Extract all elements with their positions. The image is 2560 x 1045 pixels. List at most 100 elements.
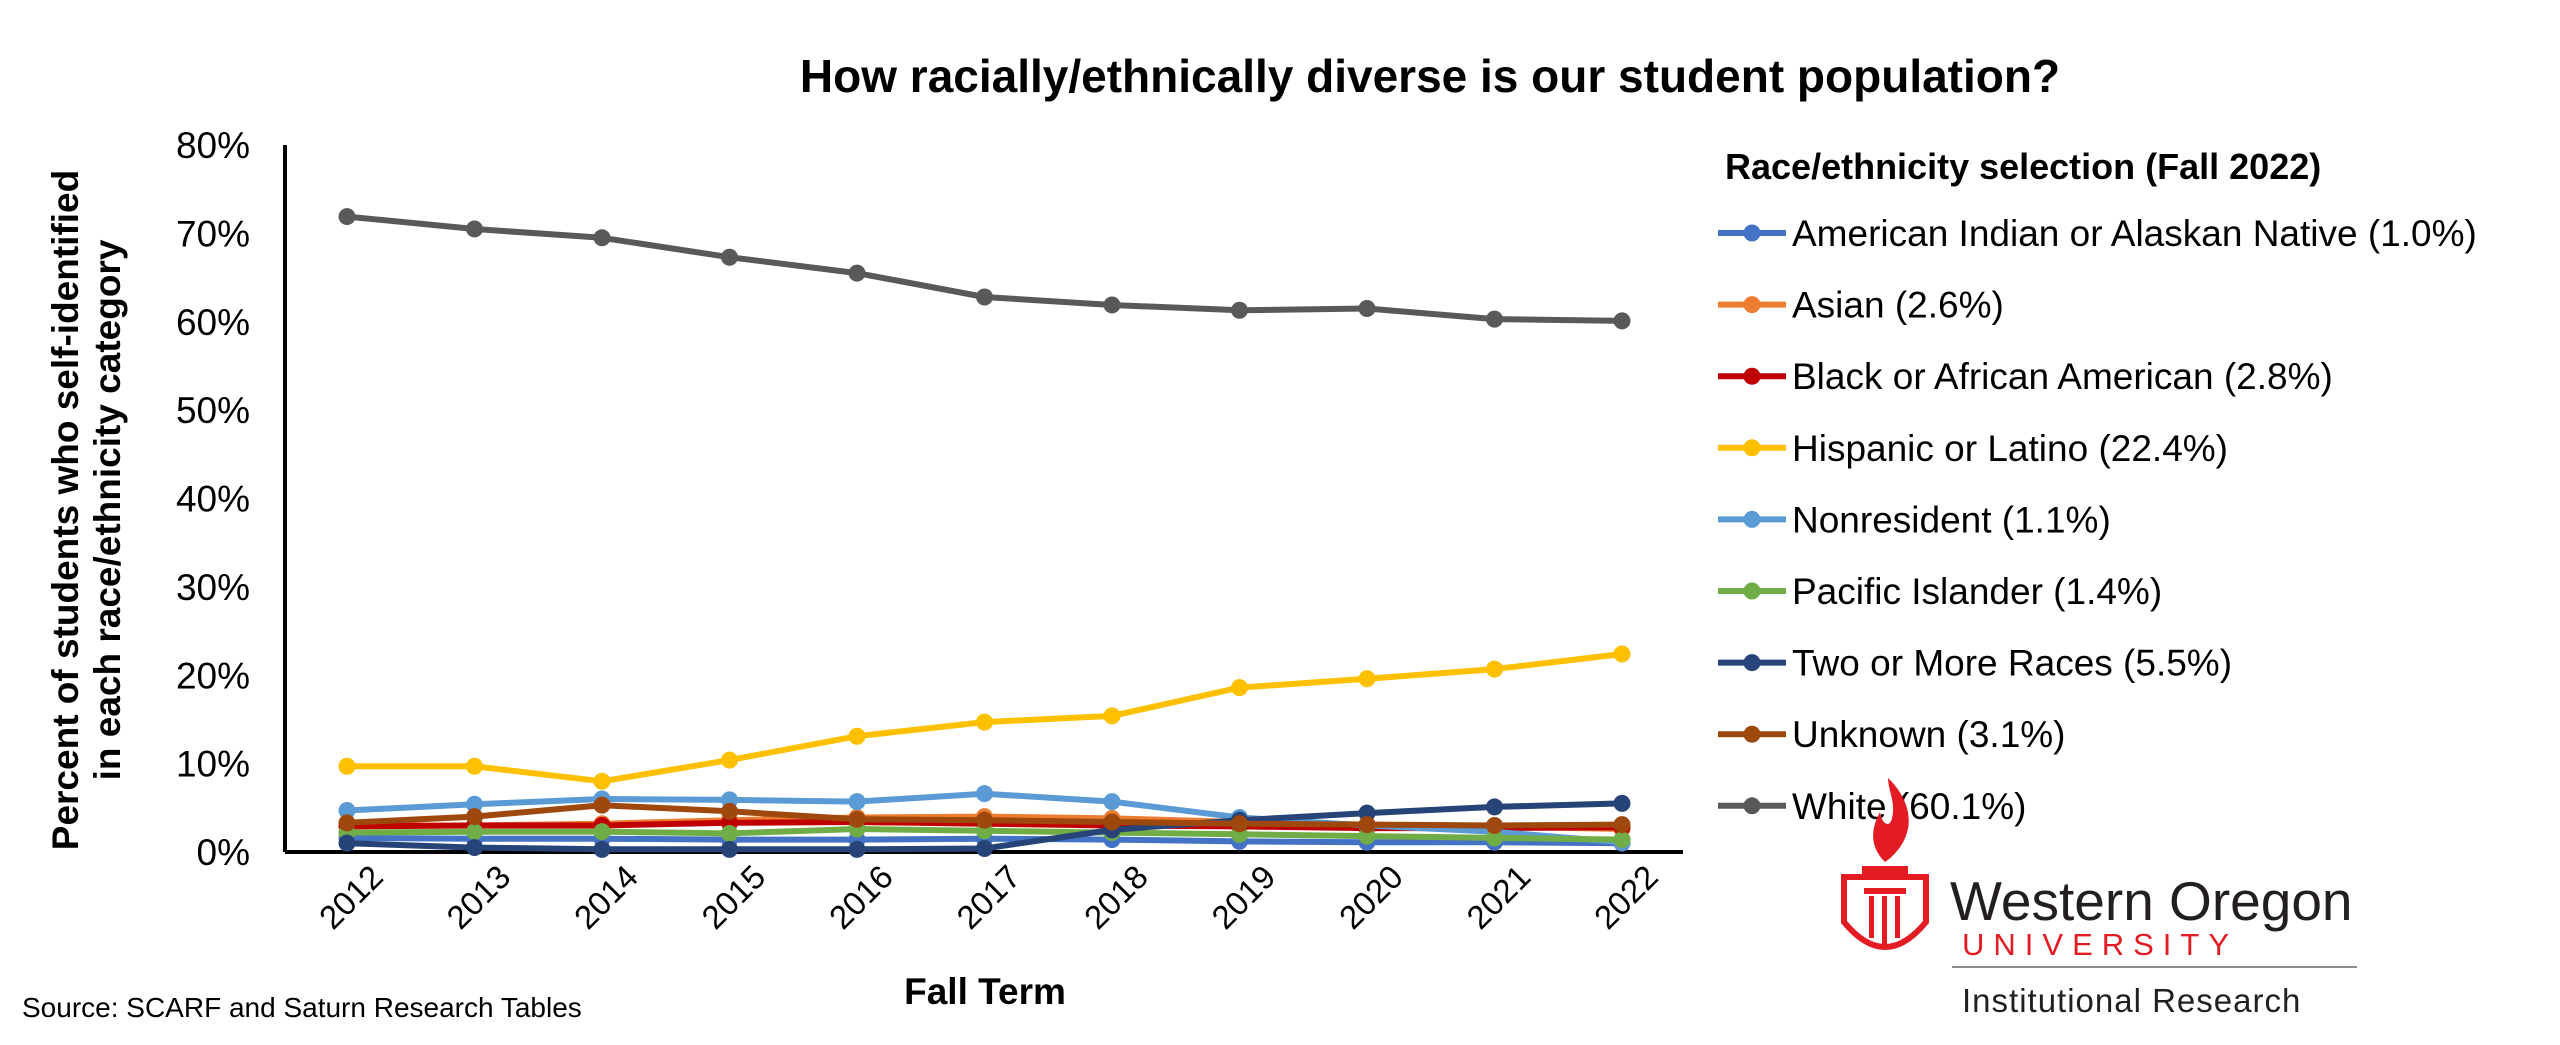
data-point [1486, 798, 1503, 816]
data-point [593, 229, 611, 247]
data-point [1613, 312, 1631, 330]
x-tick-label: 2016 [822, 858, 900, 936]
data-point [1486, 660, 1503, 678]
data-point [1103, 813, 1121, 831]
data-point [721, 751, 738, 769]
data-point [1231, 679, 1248, 697]
data-point [1103, 793, 1121, 811]
data-point [1358, 816, 1376, 834]
legend-item: Two or More Races (5.5%) [1718, 643, 2232, 684]
legend-item: Pacific Islander (1.4%) [1718, 571, 2162, 612]
data-point [338, 208, 356, 226]
legend-label: American Indian or Alaskan Native (1.0%) [1792, 213, 2477, 254]
data-point [1613, 645, 1631, 663]
y-tick-label: 60% [176, 302, 250, 343]
x-tick-label: 2014 [567, 858, 645, 936]
legend-label: Unknown (3.1%) [1792, 714, 2066, 755]
legend-label: Nonresident (1.1%) [1792, 499, 2111, 540]
legend-item: Black or African American (2.8%) [1718, 356, 2333, 397]
legend-item: Nonresident (1.1%) [1718, 499, 2111, 540]
data-point [976, 839, 993, 857]
data-point [848, 793, 866, 811]
x-tick-label: 2018 [1077, 858, 1155, 936]
data-point [593, 840, 611, 858]
legend-swatch-marker [1743, 224, 1761, 242]
data-point [338, 801, 356, 819]
legend-label: Pacific Islander (1.4%) [1792, 571, 2162, 612]
legend-swatch-marker [1743, 439, 1761, 457]
legend-label: Asian (2.6%) [1792, 285, 2004, 326]
x-tick-labels: 2012 2013 2014 2015 2016 2017 2018 2019 2020 2021… [312, 858, 1665, 936]
legend-label: White (60.1%) [1792, 786, 2026, 827]
legend-swatch-marker [1743, 296, 1761, 314]
x-tick-label: 2022 [1587, 858, 1665, 936]
y-axis-title-line-2: in each race/ethnicity category [87, 239, 128, 780]
x-tick-label: 2019 [1204, 858, 1282, 936]
data-point [1103, 707, 1121, 725]
legend-item: Asian (2.6%) [1718, 285, 2004, 326]
data-point [848, 727, 866, 745]
data-point [593, 823, 611, 841]
university-logo: Western Oregon UNIVERSITY Institutional … [1841, 778, 2357, 1019]
x-tick-label: 2021 [1459, 858, 1537, 936]
y-tick-label: 40% [176, 479, 250, 520]
data-point [848, 840, 866, 858]
legend-label: Hispanic or Latino (22.4%) [1792, 428, 2228, 469]
legend-item: Hispanic or Latino (22.4%) [1718, 428, 2228, 469]
y-tick-label: 30% [176, 567, 250, 608]
x-tick-label: 2012 [312, 858, 390, 936]
data-point [721, 840, 738, 858]
legend-swatch-marker [1743, 367, 1761, 385]
legend-swatch-marker [1743, 797, 1761, 815]
y-tick-labels: 0% 10% 20% 30% 40% 50% 60% 70% 80% [176, 125, 250, 873]
data-point [1486, 829, 1503, 847]
data-point [593, 796, 611, 814]
data-point [976, 288, 993, 306]
data-point [721, 824, 738, 842]
legend-item: White (60.1%) [1718, 786, 2026, 827]
source-note: Source: SCARF and Saturn Research Tables [22, 992, 582, 1023]
series-6 [338, 794, 1631, 858]
data-point [338, 757, 356, 775]
y-tick-label: 80% [176, 125, 250, 166]
legend-item: Unknown (3.1%) [1718, 714, 2066, 755]
series-7 [338, 796, 1631, 834]
y-tick-label: 70% [176, 213, 250, 254]
data-point [466, 795, 483, 813]
data-point [1358, 670, 1376, 688]
chart-title: How racially/ethnically diverse is our s… [800, 50, 2060, 102]
legend-swatch-marker [1743, 510, 1761, 528]
logo-sub: UNIVERSITY [1962, 927, 2238, 962]
data-point [976, 811, 993, 829]
data-point [1231, 301, 1248, 319]
logo-name: Western Oregon [1950, 870, 2353, 932]
legend-swatch-marker [1743, 582, 1761, 600]
data-point [338, 814, 356, 832]
legend-label: Two or More Races (5.5%) [1792, 643, 2232, 684]
data-point [1358, 299, 1376, 317]
series-layer [338, 208, 1631, 858]
data-point [593, 772, 611, 790]
data-point [1103, 296, 1121, 314]
data-point [848, 264, 866, 282]
y-tick-label: 0% [197, 832, 250, 873]
data-point [1613, 794, 1631, 812]
data-point [976, 713, 993, 731]
logo-dept: Institutional Research [1962, 982, 2301, 1019]
y-tick-label: 10% [176, 744, 250, 785]
data-point [1613, 816, 1631, 834]
y-tick-label: 20% [176, 655, 250, 696]
series-3 [338, 645, 1631, 790]
data-point [466, 808, 483, 826]
data-point [721, 248, 738, 266]
x-tick-label: 2015 [694, 858, 772, 936]
x-tick-label: 2017 [949, 858, 1027, 936]
data-point [848, 810, 866, 828]
y-tick-label: 50% [176, 390, 250, 431]
data-point [466, 757, 483, 775]
legend-swatch-marker [1743, 725, 1761, 743]
legend-title: Race/ethnicity selection (Fall 2022) [1725, 146, 2321, 187]
data-point [1486, 816, 1503, 834]
data-point [466, 220, 483, 238]
series-8 [338, 208, 1631, 330]
